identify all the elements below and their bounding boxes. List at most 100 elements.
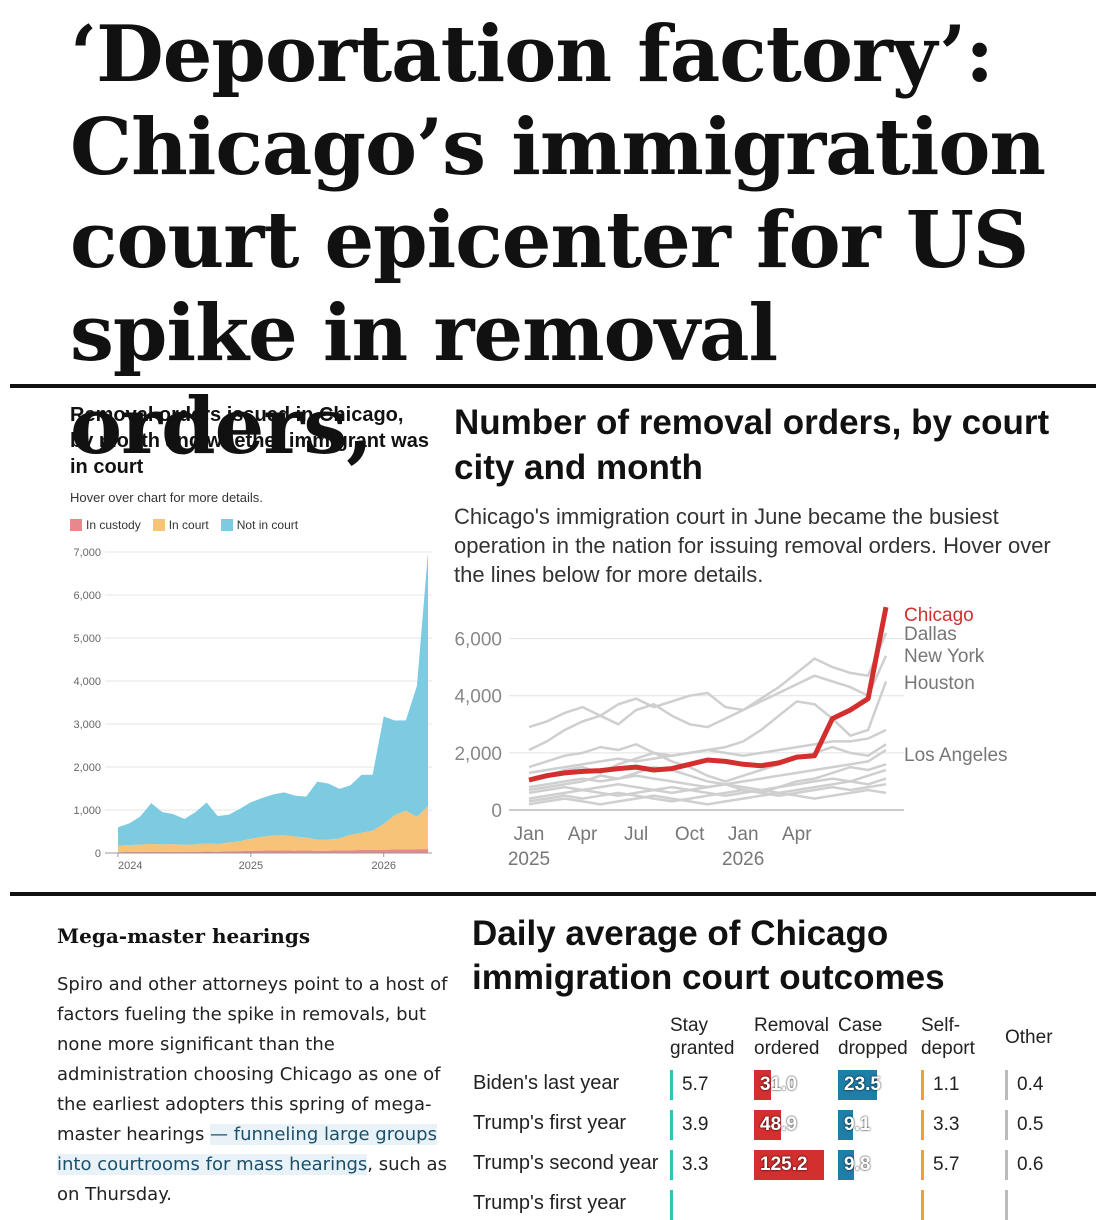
y-tick-label: 0	[95, 848, 101, 860]
value-label: 9.8	[844, 1154, 871, 1175]
column-marker	[921, 1150, 924, 1180]
legend-swatch	[220, 519, 233, 531]
column-marker	[1005, 1110, 1008, 1140]
paragraph-text: Spiro and other attorneys point to a hos…	[57, 974, 448, 1145]
value-bar	[838, 1110, 854, 1140]
value-label: 9.1	[844, 1114, 871, 1135]
column-header: Self-deport	[921, 1015, 975, 1059]
value-bar	[754, 1150, 824, 1180]
city-line-dallas[interactable]	[528, 632, 888, 752]
section-divider	[10, 384, 1096, 388]
city-line-los-angeles[interactable]	[528, 728, 887, 775]
x-tick-label: Apr	[568, 824, 598, 845]
column-marker	[921, 1070, 924, 1100]
value-label: 31.0	[760, 1074, 797, 1095]
column-marker	[670, 1190, 673, 1220]
x-tick-label: Jan	[514, 824, 545, 845]
value-label: 23.5	[844, 1074, 881, 1095]
table-cell: 1.1	[933, 1074, 960, 1095]
section-heading: Mega-master hearings	[57, 924, 311, 948]
x-tick-label: Jan	[728, 824, 759, 845]
value-bar	[838, 1070, 878, 1100]
city-line[interactable]	[528, 768, 887, 795]
article-paragraph: Spiro and other attorneys point to a hos…	[57, 970, 457, 1210]
legend-item-not-in-court[interactable]: Not in court	[220, 518, 299, 532]
column-header: Stay granted	[670, 1015, 735, 1059]
city-line[interactable]	[528, 788, 887, 806]
city-label: Houston	[904, 673, 975, 694]
y-tick-label: 2,000	[73, 762, 101, 774]
column-marker	[921, 1110, 924, 1140]
area-series-in-custody[interactable]	[118, 849, 428, 853]
y-tick-label: 4,000	[73, 676, 101, 688]
x-tick-label: Apr	[782, 824, 812, 845]
city-line[interactable]	[528, 763, 887, 795]
x-tick-label: 2025	[239, 860, 263, 872]
line-chart-title: Number of removal orders, by court city …	[454, 403, 1050, 487]
column-marker	[1005, 1150, 1008, 1180]
table-cell: 3.3	[682, 1154, 709, 1175]
x-tick-label: 2024	[118, 860, 142, 872]
y-tick-label: 4,000	[454, 687, 502, 708]
area-series-in-court[interactable]	[118, 806, 428, 853]
x-tick-label: 2026	[371, 860, 395, 872]
table-cell: 0.5	[1017, 1114, 1044, 1135]
city-line-new-york[interactable]	[528, 655, 888, 729]
x-tick-label: Jul	[624, 824, 648, 845]
value-label: 125.2	[760, 1154, 808, 1175]
legend-item-in-court[interactable]: In court	[152, 518, 209, 532]
value-label: 48.9	[760, 1114, 797, 1135]
column-marker	[1005, 1190, 1008, 1220]
city-label: Los Angeles	[904, 745, 1008, 766]
y-tick-label: 6,000	[73, 590, 101, 602]
table-cell: 0.6	[1017, 1154, 1044, 1175]
section-divider	[10, 892, 1096, 896]
column-header: Other	[1005, 1027, 1053, 1048]
x-tick-label: Oct	[675, 824, 705, 845]
value-bar	[754, 1110, 782, 1140]
city-line[interactable]	[528, 783, 887, 803]
table-cell: 5.7	[933, 1154, 960, 1175]
column-header: Removal ordered	[754, 1015, 829, 1059]
y-tick-label: 3,000	[73, 719, 101, 731]
y-tick-label: 6,000	[454, 630, 502, 651]
column-header: Case dropped	[838, 1015, 908, 1059]
area-series-not-in-court[interactable]	[118, 552, 428, 846]
table-cell: 3.9	[682, 1114, 709, 1135]
outcomes-table-title: Daily average of Chicago immigration cou…	[472, 914, 945, 997]
legend-label: Not in court	[236, 518, 299, 532]
table-row-label: Trump's second year	[473, 1152, 659, 1174]
line-chart-description: Chicago's immigration court in June beca…	[454, 504, 1051, 587]
legend-label: In custody	[86, 518, 141, 532]
column-marker	[670, 1150, 673, 1180]
value-bar	[754, 1070, 772, 1100]
table-cell: 3.3	[933, 1114, 960, 1135]
table-row-label: Biden's last year	[473, 1072, 620, 1094]
table-cell: 0.4	[1017, 1074, 1044, 1095]
city-line-chicago[interactable]	[528, 606, 889, 783]
column-marker	[921, 1190, 924, 1220]
value-bar	[838, 1150, 855, 1180]
y-tick-label: 7,000	[73, 547, 101, 559]
x-tick-year-label: 2025	[508, 849, 550, 870]
legend-label: In court	[168, 518, 209, 532]
y-tick-label: 0	[491, 801, 502, 822]
area-chart-title: Removal orders issued in Chicago, by mon…	[70, 404, 429, 478]
y-tick-label: 5,000	[73, 633, 101, 645]
legend-item-in-custody[interactable]: In custody	[70, 518, 141, 532]
column-marker	[670, 1110, 673, 1140]
column-marker	[670, 1070, 673, 1100]
city-label-chicago: Chicago	[904, 605, 974, 626]
y-tick-label: 2,000	[454, 744, 502, 765]
table-row-label: Trump's first year	[473, 1112, 627, 1134]
table-cell: 5.7	[682, 1074, 709, 1095]
legend-swatch	[70, 519, 82, 531]
area-chart[interactable]: 0 1,000 2,000 3,000 4,000 5,000 6,000 7,000 2024…	[60, 540, 450, 880]
area-chart-legend: In custody In court Not in court	[70, 518, 298, 532]
y-tick-label: 1,000	[73, 805, 101, 817]
x-tick-year-label: 2026	[722, 849, 764, 870]
city-line[interactable]	[528, 777, 887, 800]
city-label: Dallas	[904, 624, 957, 645]
legend-swatch	[152, 519, 165, 531]
